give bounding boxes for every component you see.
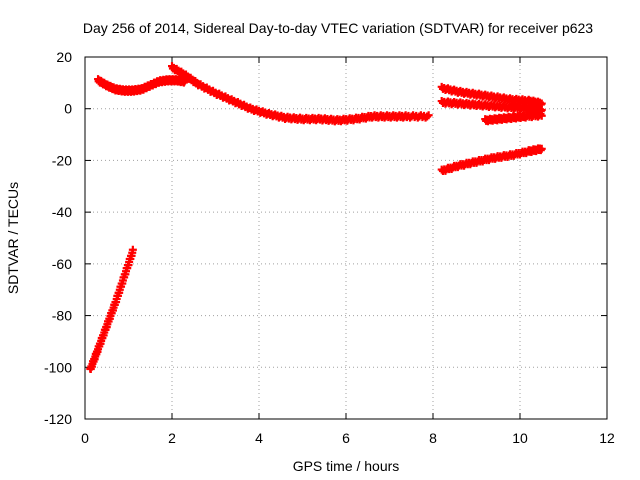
y-axis-label: SDTVAR / TECUs [5,182,21,294]
x-axis-label: GPS time / hours [293,458,400,474]
y-tick-label: -100 [44,359,72,375]
x-tick-label: 4 [255,430,263,446]
y-tick-label: -20 [52,152,72,168]
y-tick-label: 20 [56,49,72,65]
x-tick-label: 10 [512,430,528,446]
x-tick-label: 12 [599,430,615,446]
grid-layer [85,57,607,419]
data-point [537,111,546,120]
data-point [424,111,433,120]
series-late-lower [481,110,546,126]
data-layer [86,62,546,373]
x-tick-label: 6 [342,430,350,446]
data-point [537,144,546,153]
series-main-trend [168,62,433,126]
data-point [128,245,137,254]
y-tick-label: -40 [52,204,72,220]
chart-title: Day 256 of 2014, Sidereal Day-to-day VTE… [83,20,593,36]
tick-layer: 20 0 -20 -40 -60 -80 -100 -120 0 2 4 6 8 10 12 [44,49,615,446]
series-late-middle [437,97,546,116]
series-late-negative [437,144,546,176]
data-point [423,112,432,121]
series-morning-hump [94,75,190,96]
x-tick-label: 2 [168,430,176,446]
y-tick-label: -80 [52,308,72,324]
y-tick-label: 0 [64,101,72,117]
x-tick-label: 0 [81,430,89,446]
y-tick-label: -60 [52,256,72,272]
y-tick-label: -120 [44,411,72,427]
series-late-upper [437,82,546,109]
x-tick-label: 8 [429,430,437,446]
series-early-decline [86,245,137,373]
plot-frame [84,56,608,420]
